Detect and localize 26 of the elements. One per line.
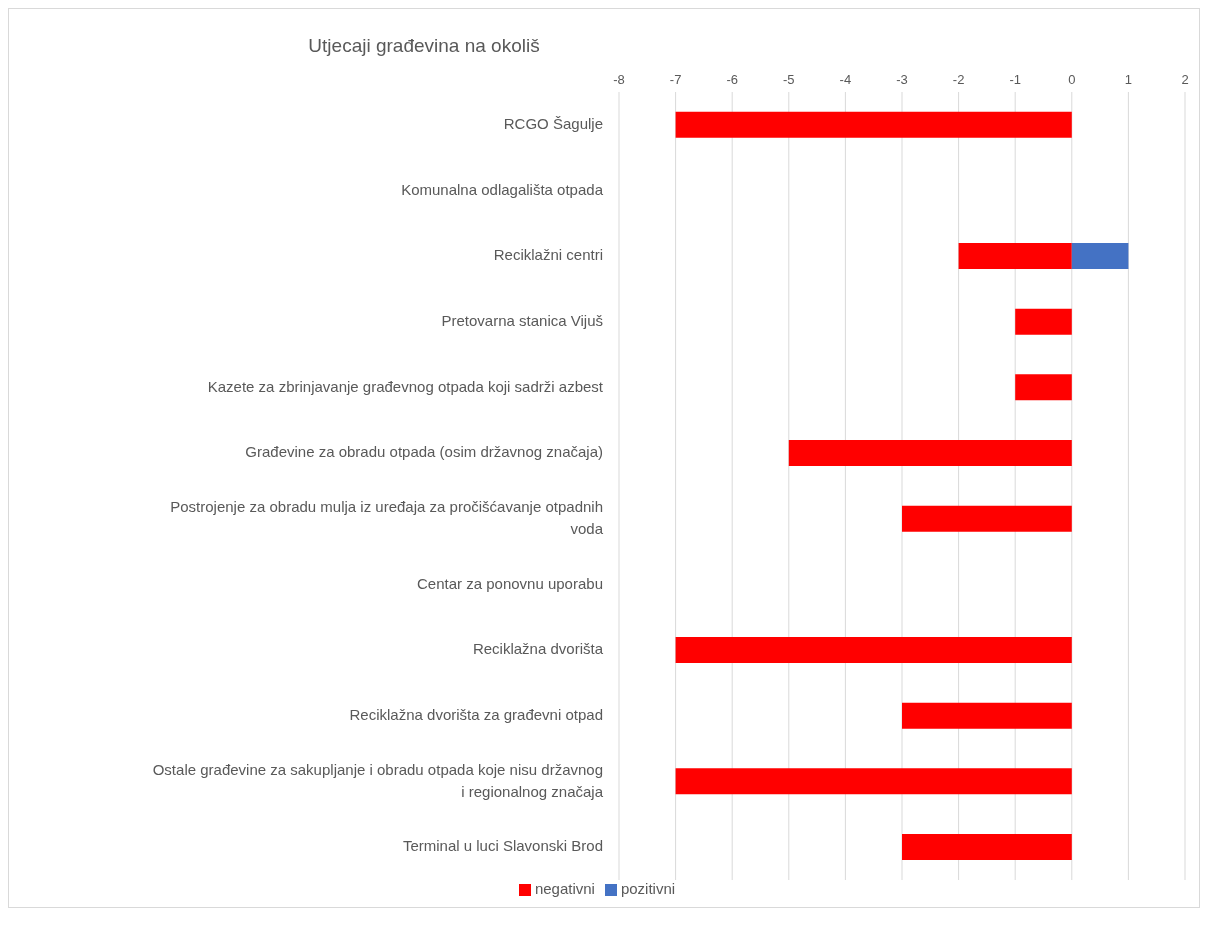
x-tick-label: -1: [1009, 72, 1021, 87]
y-tick-label: Pretovarna stanica Vijuš: [441, 311, 603, 329]
text: Utjecaji građevina na okoliš: [307, 34, 541, 57]
y-tick-label: Postrojenje za obradu mulja iz uređaja za pročišćavanje otpadnih voda: [170, 497, 604, 537]
legend-label: pozitivni: [620, 880, 676, 897]
x-tick-label: -7: [669, 72, 682, 87]
y-tick-label: Građevine za obradu otpada (osim državnog značaja): [245, 443, 603, 461]
y-tick-label: Kazete za zbrinjavanje građevnog otpada koji sadrži azbest: [207, 377, 604, 395]
y-tick-label: Reciklažna dvorišta: [472, 640, 604, 658]
x-tick-label: 1: [1124, 72, 1133, 87]
y-tick-label: RCGO Šagulje: [503, 114, 603, 132]
y-tick-label: Ostale građevine za sakupljanje i obradu otpada koje nisu državnog i regionalnog značaja: [152, 760, 604, 800]
x-tick-label: -3: [896, 72, 908, 87]
y-tick-label: Komunalna odlagališta otpada: [401, 180, 604, 198]
y-tick-label: Centar za ponovnu uporabu: [417, 574, 603, 592]
x-tick-label: -5: [783, 72, 795, 87]
x-tick-label: -6: [726, 72, 738, 87]
y-tick-label: Reciklažni centri: [493, 246, 603, 264]
x-tick-label: -4: [839, 72, 852, 87]
x-tick-label: -2: [952, 72, 965, 87]
y-tick-label: Reciklažna dvorišta za građevni otpad: [349, 705, 603, 723]
legend-label: negativni: [534, 880, 595, 897]
x-tick-label: 2: [1181, 72, 1189, 87]
x-tick-label: -8: [613, 72, 625, 87]
y-tick-label: Terminal u luci Slavonski Brod: [402, 837, 603, 855]
x-tick-label: 0: [1068, 72, 1076, 87]
